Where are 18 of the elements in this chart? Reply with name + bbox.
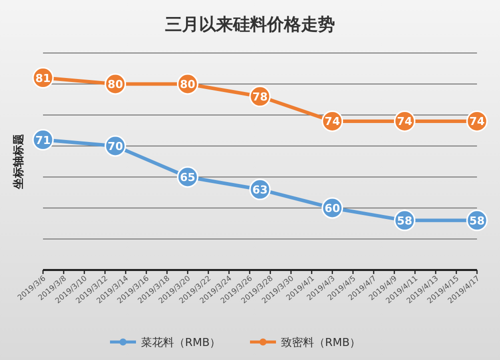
data-label: 58 [469,214,485,228]
data-label: 63 [252,183,268,196]
data-label: 74 [397,115,413,128]
data-label: 60 [324,202,340,215]
data-label: 58 [397,214,412,228]
data-label: 78 [252,90,268,104]
legend-label: 菜花料（RMB） [141,336,221,349]
data-label: 71 [35,134,51,147]
data-label: 81 [35,72,51,85]
data-label: 70 [108,140,124,153]
chart-title: 三月以来硅料价格走势 [165,15,335,35]
data-label: 80 [108,78,124,91]
legend-label: 致密料（RMB） [281,336,361,349]
y-axis-title: 坐标轴标题 [12,134,25,190]
data-label: 74 [469,115,485,128]
data-label: 74 [324,115,340,128]
data-label: 80 [180,78,196,91]
data-label: 65 [180,171,196,184]
